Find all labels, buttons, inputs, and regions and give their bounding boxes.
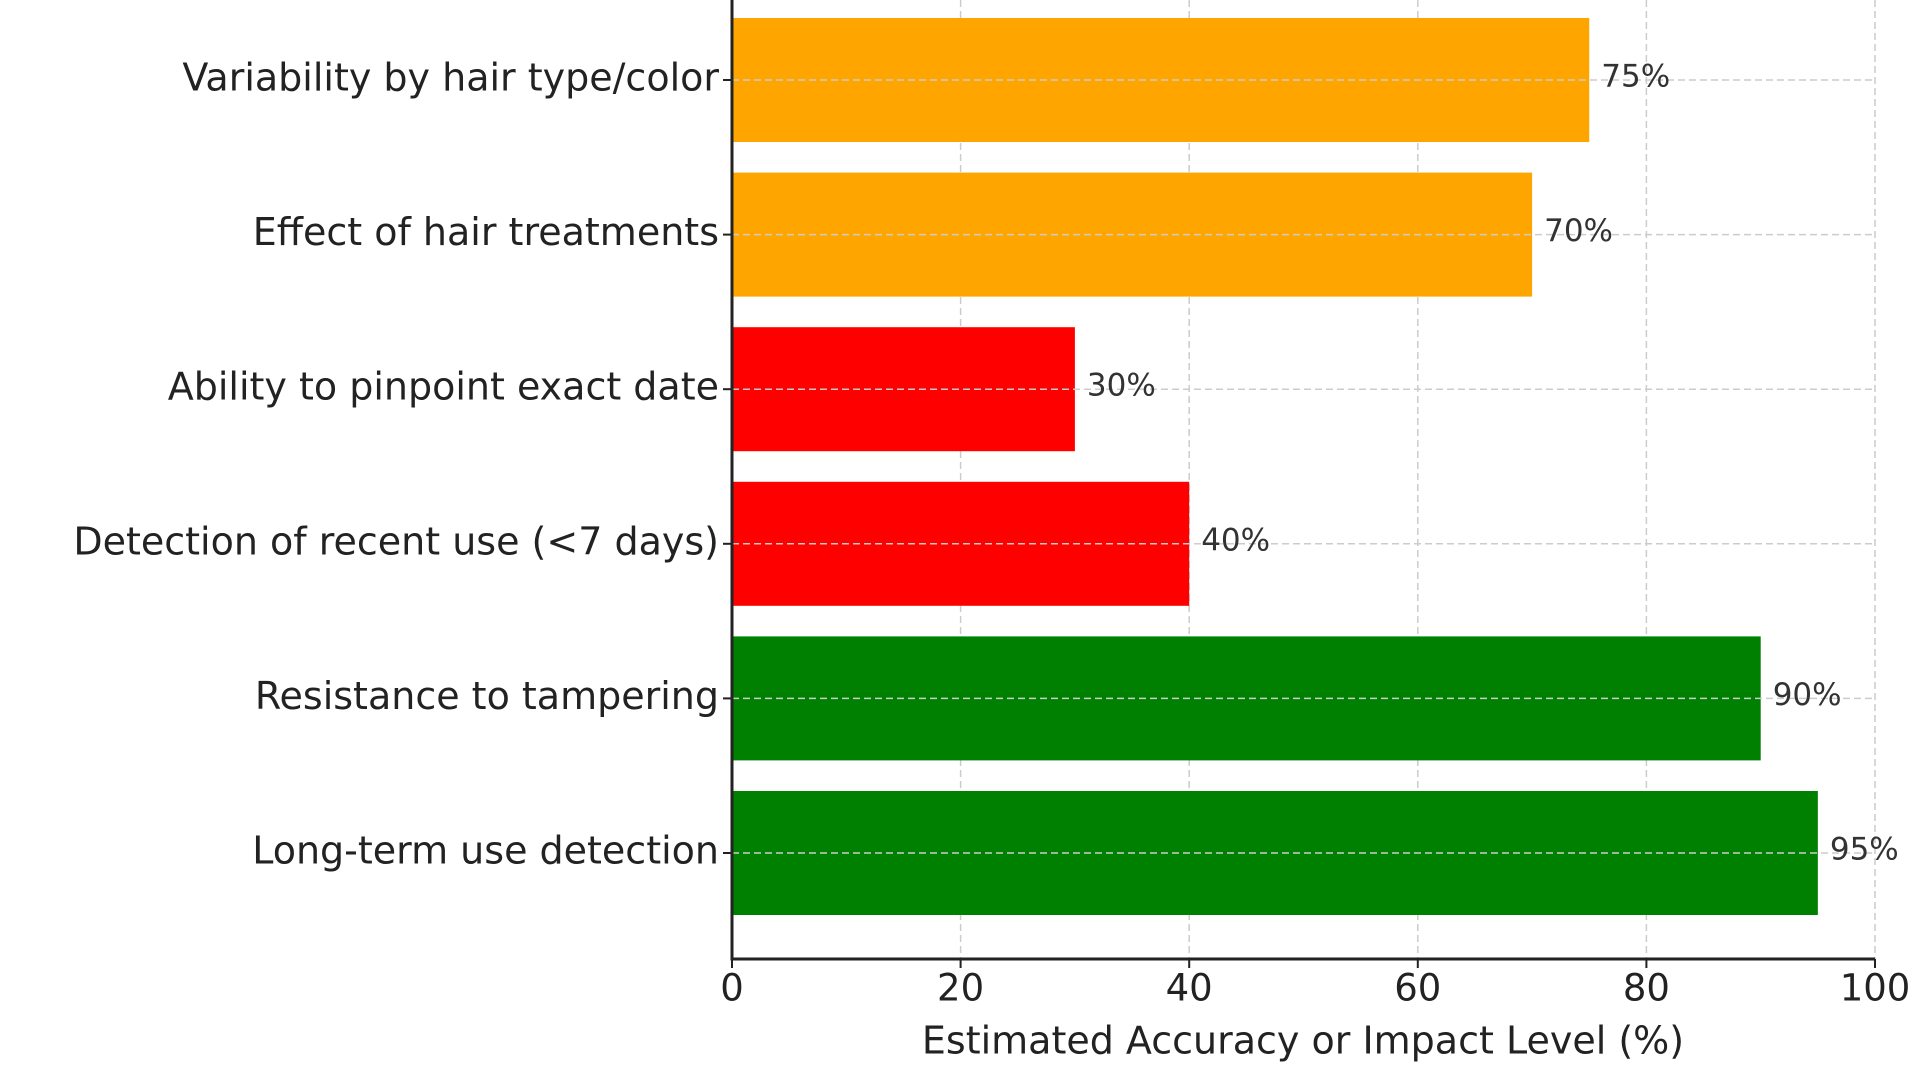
value-label: 90% — [1773, 677, 1842, 713]
bar — [732, 18, 1590, 142]
x-tick-label: 100 — [1840, 967, 1911, 1010]
x-tick-label: 0 — [720, 967, 744, 1010]
value-label: 70% — [1544, 213, 1613, 249]
x-tick-label: 20 — [937, 967, 984, 1010]
x-axis-label: Estimated Accuracy or Impact Level (%) — [922, 1019, 1684, 1063]
x-tick-label: 40 — [1166, 967, 1213, 1010]
x-tick-label: 60 — [1394, 967, 1441, 1010]
value-label: 95% — [1830, 832, 1899, 868]
value-label: 30% — [1087, 368, 1156, 404]
y-tick-label: Long-term use detection — [252, 829, 719, 873]
y-tick-label: Effect of hair treatments — [253, 210, 719, 254]
y-tick-label: Resistance to tampering — [255, 674, 719, 718]
y-tick-label: Ability to pinpoint exact date — [168, 365, 719, 409]
y-tick-label: Detection of recent use (<7 days) — [73, 519, 719, 563]
x-tick-label: 80 — [1623, 967, 1670, 1010]
y-tick-label: Variability by hair type/color — [182, 56, 719, 100]
value-label: 40% — [1201, 522, 1270, 558]
value-label: 75% — [1601, 59, 1670, 95]
